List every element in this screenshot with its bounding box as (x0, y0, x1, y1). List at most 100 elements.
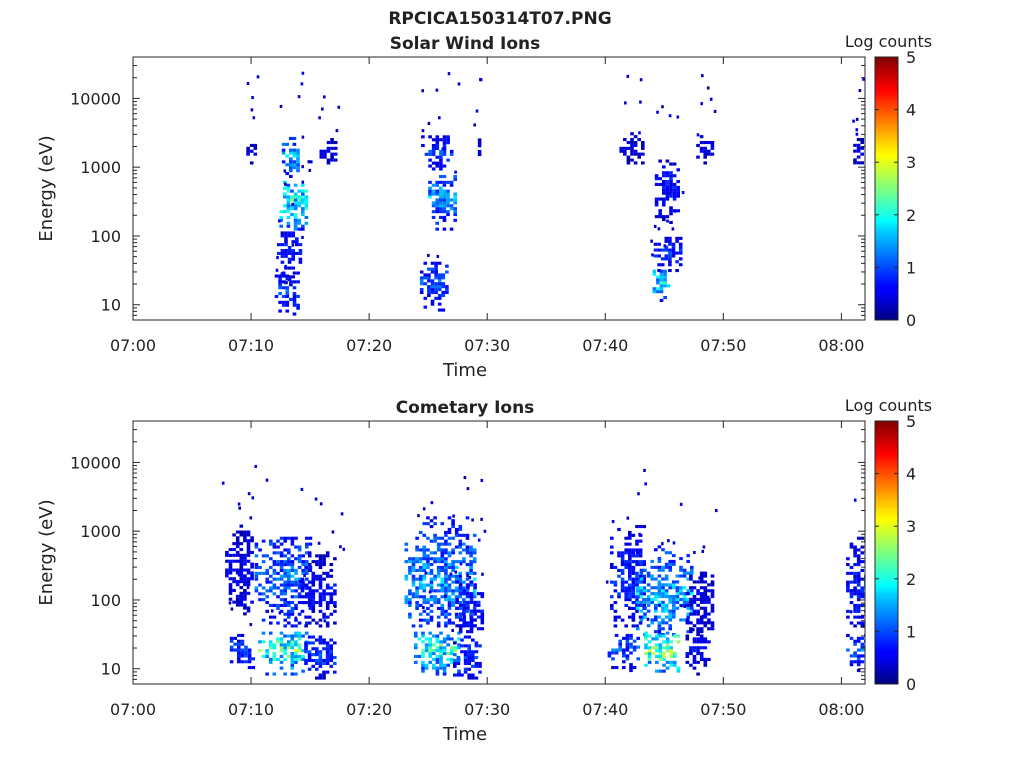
spectrogram-cell (278, 309, 282, 313)
spectrogram-cell (278, 283, 282, 287)
spectrogram-cell (435, 666, 440, 670)
spectrogram-cell (283, 580, 287, 584)
spectrogram-cell (285, 274, 290, 278)
spectrogram-cell (417, 654, 422, 658)
spectrogram-cell (442, 640, 447, 644)
spectrogram-cell (690, 606, 694, 610)
spectrogram-cell (467, 673, 471, 677)
spectrogram-cell (862, 77, 865, 81)
spectrogram-cell (228, 562, 233, 566)
spectrogram-cell (465, 548, 470, 552)
spectrogram-cell (682, 618, 687, 622)
spectrogram-cell (458, 592, 463, 596)
spectrogram-cell (439, 164, 443, 168)
spectrogram-cell (663, 278, 667, 282)
spectrogram-cell (655, 649, 659, 653)
spectrogram-cell (422, 583, 427, 587)
spectrogram-cell (325, 554, 330, 558)
spectrogram-cell (456, 656, 461, 660)
spectrogram-cell (860, 592, 865, 596)
spectrogram-cell (449, 183, 454, 187)
spectrogram-cell (319, 152, 324, 156)
spectrogram-cell (297, 201, 301, 205)
spectrogram-cell (293, 198, 298, 202)
spectrogram-cell (286, 183, 291, 187)
spectrogram-cell (297, 557, 302, 561)
spectrogram-cell (426, 621, 430, 625)
spectrogram-cell (450, 660, 454, 664)
spectrogram-cell (294, 589, 298, 593)
spectrogram-cell (447, 574, 452, 578)
spectrogram-cell (228, 591, 233, 595)
spectrogram-cell (272, 643, 277, 647)
spectrogram-cell (333, 141, 338, 145)
spectrogram-cell (435, 227, 439, 231)
spectrogram-cell (657, 615, 662, 619)
spectrogram-cell (469, 551, 473, 555)
spectrogram-cell (451, 589, 455, 593)
spectrogram-cell (624, 624, 628, 628)
spectrogram-cell (617, 615, 621, 619)
spectrogram-cell (283, 649, 287, 653)
spectrogram-cell (643, 589, 647, 593)
spectrogram-cell (442, 195, 447, 199)
spectrogram-cell (326, 141, 331, 145)
spectrogram-cell (228, 586, 233, 590)
spectrogram-cell (272, 551, 277, 555)
spectrogram-cell (296, 306, 300, 310)
spectrogram-cell (846, 609, 850, 613)
spectrogram-cell (290, 560, 295, 564)
spectrogram-cell (465, 551, 470, 555)
spectrogram-cell (433, 539, 437, 543)
spectrogram-cell (444, 563, 448, 567)
spectrogram-cell (668, 568, 672, 572)
spectrogram-cell (311, 635, 315, 639)
spectrogram-cell (290, 646, 295, 650)
spectrogram-cell (326, 146, 331, 150)
spectrogram-cell (251, 666, 255, 670)
spectrogram-cell (635, 548, 639, 552)
spectrogram-cell (415, 577, 419, 581)
spectrogram-cell (292, 166, 297, 170)
spectrogram-cell (297, 654, 302, 658)
spectrogram-cell (442, 207, 447, 211)
spectrogram-cell (860, 568, 865, 572)
spectrogram-cell (646, 600, 651, 604)
spectrogram-cell (315, 601, 319, 605)
spectrogram-cell (408, 612, 412, 616)
spectrogram-cell (415, 560, 419, 564)
spectrogram-cell (447, 542, 452, 546)
spectrogram-cell (462, 580, 466, 584)
spectrogram-cell (639, 577, 644, 581)
spectrogram-cell (311, 606, 316, 610)
spectrogram-cell (610, 565, 614, 569)
spectrogram-cell (678, 248, 683, 252)
spectrogram-cell (287, 580, 291, 584)
spectrogram-cell (647, 634, 652, 638)
spectrogram-cell (692, 646, 697, 650)
spectrogram-cell (432, 649, 436, 653)
spectrogram-cell (658, 603, 661, 607)
spectrogram-cell (473, 586, 477, 590)
spectrogram-cell (430, 285, 435, 289)
spectrogram-cell (703, 161, 707, 165)
spectrogram-cell (458, 525, 463, 529)
spectrogram-cell (477, 153, 482, 157)
spectrogram-cell (662, 218, 666, 222)
spectrogram-cell (692, 597, 697, 601)
spectrogram-cell (685, 618, 690, 622)
spectrogram-cell (646, 589, 651, 593)
spectrogram-cell (318, 598, 323, 602)
spectrogram-cell (446, 213, 450, 217)
spectrogram-cell (642, 580, 646, 584)
colorbar-tick-label: 0 (906, 311, 916, 330)
spectrogram-cell (469, 565, 473, 569)
spectrogram-cell (663, 284, 667, 288)
spectrogram-cell (672, 609, 676, 613)
spectrogram-cell (247, 660, 252, 664)
spectrogram-cell (323, 95, 326, 99)
spectrogram-cell (631, 551, 636, 555)
spectrogram-cell (290, 589, 295, 593)
spectrogram-cell (318, 592, 323, 596)
spectrogram-cell (867, 479, 870, 482)
